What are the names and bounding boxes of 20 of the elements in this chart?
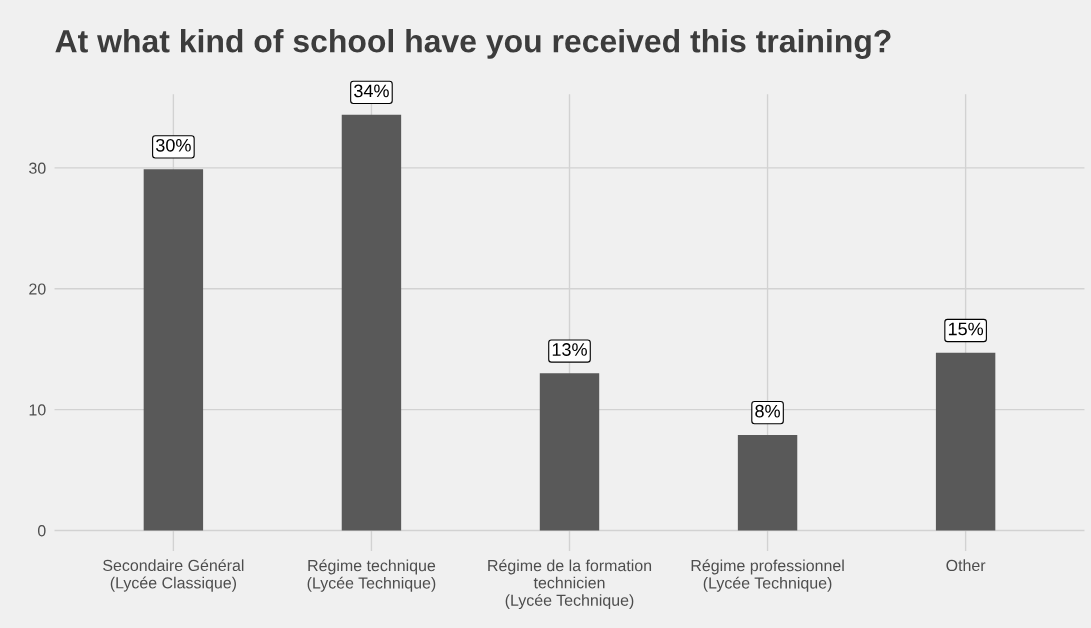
x-tick-label: Régime de la formation technicien (Lycée Technique) [488, 559, 652, 610]
bar [341, 114, 402, 531]
y-tick-label: 10 [29, 404, 46, 416]
x-tick-label: Régime professionnel (Lycée Technique) [691, 559, 844, 592]
x-tick-label: Secondaire Général (Lycée Classique) [103, 559, 244, 592]
data-label: 8% [755, 404, 780, 418]
data-label: 15% [948, 322, 984, 336]
y-tick-label: 20 [29, 283, 46, 295]
x-tick-label: Régime technique (Lycée Technique) [307, 559, 436, 592]
y-tick-label: 0 [37, 525, 46, 537]
data-label: 13% [552, 343, 587, 356]
bar [935, 352, 996, 531]
data-label: 30% [156, 138, 191, 152]
x-tick-label: Other [946, 559, 986, 572]
bar [539, 373, 600, 531]
chart-title: At what kind of school have you received this training? [55, 29, 891, 59]
data-label: 34% [354, 84, 389, 98]
bar [143, 169, 204, 531]
bar [737, 434, 798, 531]
y-tick-label: 30 [29, 162, 46, 174]
